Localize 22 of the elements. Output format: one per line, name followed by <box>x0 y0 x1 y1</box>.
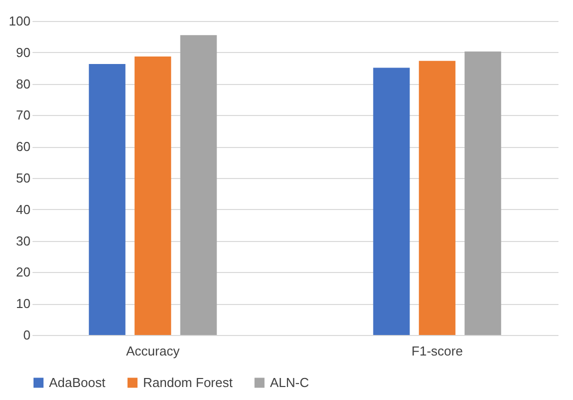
bar <box>180 35 217 335</box>
y-tick-label: 30 <box>16 233 30 248</box>
y-tick-label: 60 <box>16 139 30 154</box>
y-tick-label: 90 <box>16 44 30 60</box>
y-tick-label: 20 <box>16 264 30 280</box>
y-tick-label: 10 <box>16 296 30 312</box>
y-tick-label: 80 <box>16 76 30 92</box>
bar <box>88 64 126 335</box>
y-tick-label: 0 <box>23 328 30 342</box>
bar <box>418 60 456 335</box>
bar <box>134 56 172 335</box>
legend-label: Random Forest <box>143 374 233 390</box>
y-tick-label: 50 <box>16 170 30 186</box>
bar <box>373 68 410 335</box>
legend-label: AdaBoost <box>49 374 106 390</box>
x-tick-label: F1-score <box>412 344 463 358</box>
x-tick-label: Accuracy <box>126 344 180 358</box>
y-tick-label: 70 <box>16 108 30 123</box>
bar <box>464 51 502 335</box>
y-tick-label: 40 <box>16 202 30 217</box>
y-tick-label: 100 <box>8 14 30 28</box>
legend-label: ALN-C <box>270 374 310 390</box>
